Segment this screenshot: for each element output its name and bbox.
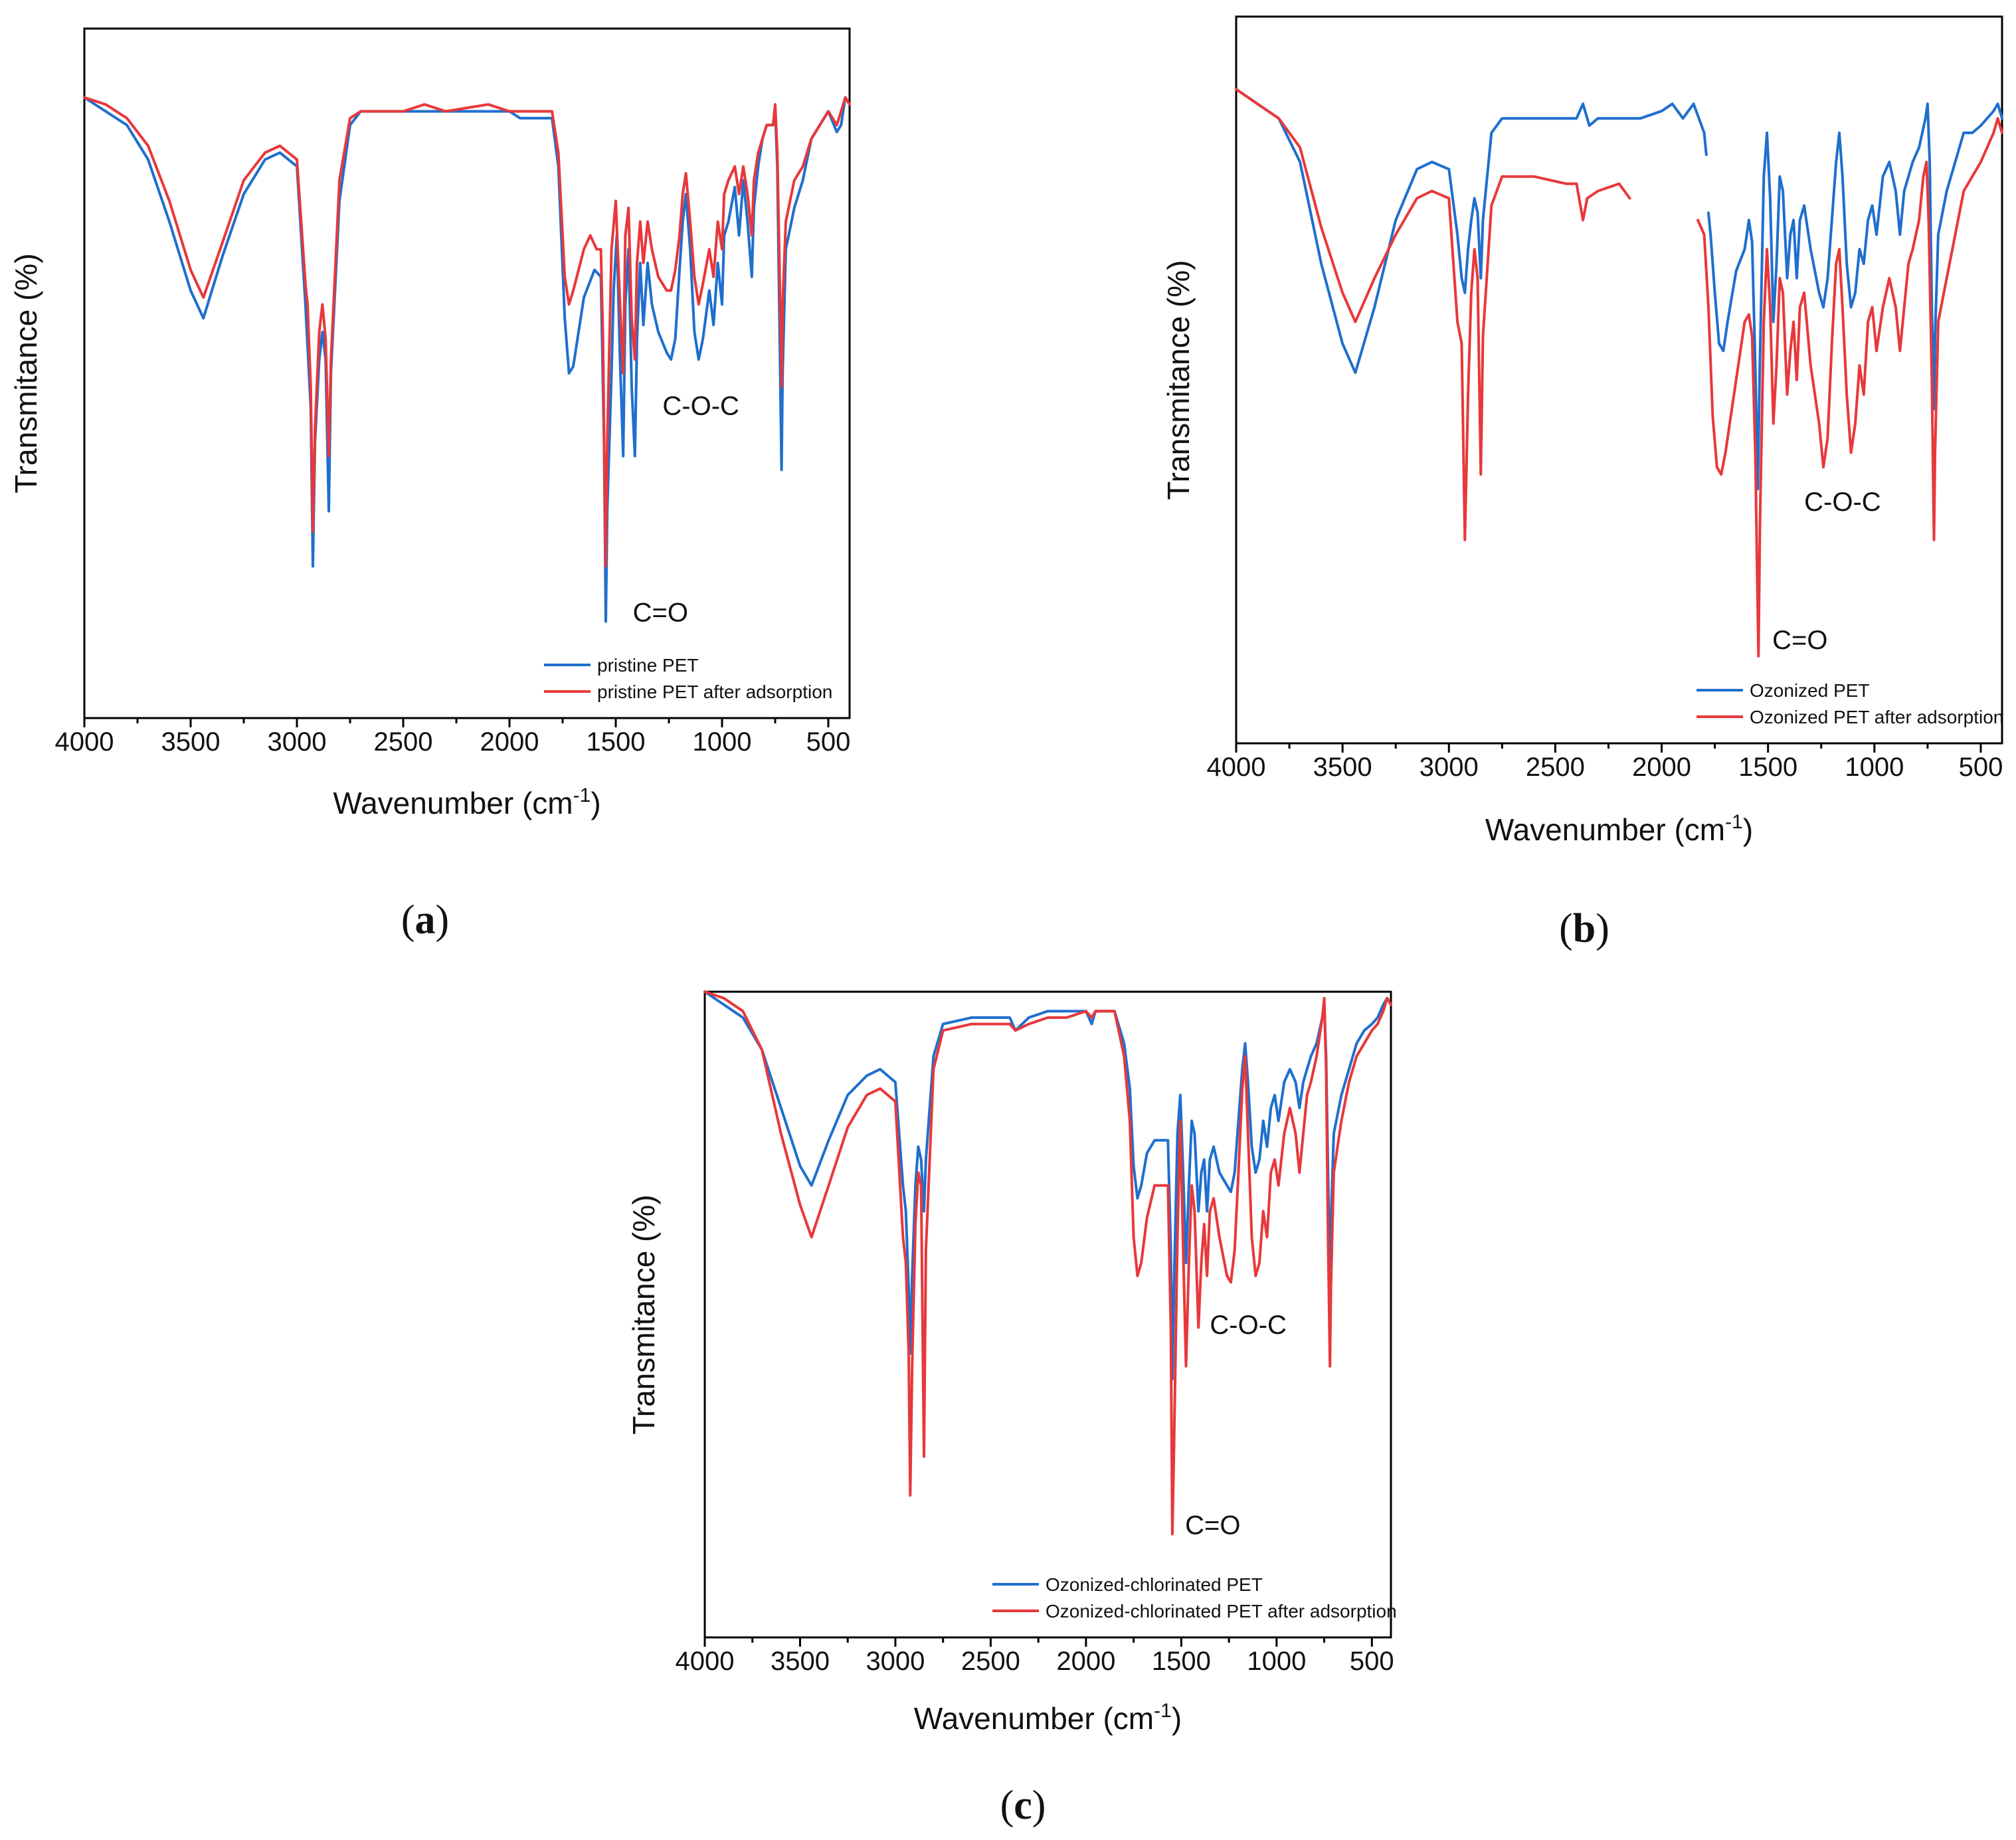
legend-label: Ozonized PET after adsorption [1750,707,2003,727]
x-tick-label: 3500 [771,1647,830,1676]
x-axis-title: Wavenumber (cm-1) [914,1700,1182,1736]
x-tick-label: 2000 [1056,1647,1115,1676]
peak-annotation: C-O-C [1804,488,1881,517]
x-tick-label: 2500 [1526,753,1585,782]
peak-annotation: C-O-C [1210,1311,1287,1340]
plot-frame [1235,15,2003,745]
x-tick-label: 1500 [1152,1647,1211,1676]
x-tick-label: 2000 [1632,753,1691,782]
legend-label: Ozonized-chlorinated PET [1046,1574,1263,1595]
x-tick-label: 4000 [676,1647,735,1676]
x-tick-label: 3500 [161,727,221,757]
x-axis-title: Wavenumber (cm-1) [333,784,600,820]
panel-b-chart: 4000 3500 3000 2500 2000 1500 1000 500 C-O-C C=O O… [1161,15,2003,951]
x-tick-label: 1000 [1845,753,1904,782]
x-tick-label: 1500 [587,727,646,757]
series-line-pristine-pet-after-adsorption [83,96,851,568]
panel-c-chart: 4000 3500 3000 2500 2000 1500 1000 500 C-O-C C=O O… [626,990,1397,1828]
x-tick-label: 3000 [866,1647,925,1676]
x-tick-label: 2000 [480,727,539,757]
panel-a-chart: 4000 3500 3000 2500 2000 1500 1000 500 C-O-C C=O p… [9,27,851,943]
peak-annotation: C=O [1185,1511,1240,1540]
x-tick-label: 3000 [1420,753,1479,782]
plot-frame [83,27,851,719]
x-tick-label: 2500 [374,727,433,757]
y-axis-title: Transmitance (%) [9,253,43,493]
legend-label: Ozonized-chlorinated PET after adsorptio… [1046,1601,1397,1621]
series-line-ozonized-pet-after-adsorption [1235,88,2003,658]
x-tick-label: 500 [1350,1647,1394,1676]
x-tick-label: 3500 [1313,753,1372,782]
legend-label: pristine PET [597,655,699,676]
y-axis-title: Transmitance (%) [1161,260,1196,500]
x-tick-label: 500 [806,727,851,757]
x-tick-label: 1000 [1247,1647,1306,1676]
x-axis-title: Wavenumber (cm-1) [1485,811,1753,847]
peak-annotation: C=O [1772,626,1827,655]
panel-letter: (a) [401,897,449,943]
plot-frame [703,990,1392,1639]
x-tick-label: 1000 [693,727,752,757]
legend-label: pristine PET after adsorption [597,682,832,702]
series-line-ozonized-pet [1235,88,2003,491]
peak-annotation: C=O [633,598,688,628]
x-tick-label: 500 [1959,753,2003,782]
series-line-pristine-pet [83,96,851,623]
x-tick-label: 4000 [1207,753,1266,782]
y-axis-title: Transmitance (%) [626,1194,661,1434]
x-tick-label: 4000 [55,727,114,757]
panel-letter: (b) [1559,906,1609,951]
panel-letter: (c) [1000,1783,1046,1828]
x-tick-label: 1500 [1738,753,1797,782]
series-line-ozonized-chlorinated-pet-after-adsorption [703,990,1392,1536]
legend-label: Ozonized PET [1750,680,1870,701]
x-tick-label: 3000 [268,727,327,757]
series-line-ozonized-chlorinated-pet [703,990,1392,1381]
x-tick-label: 2500 [961,1647,1020,1676]
peak-annotation: C-O-C [662,391,739,420]
